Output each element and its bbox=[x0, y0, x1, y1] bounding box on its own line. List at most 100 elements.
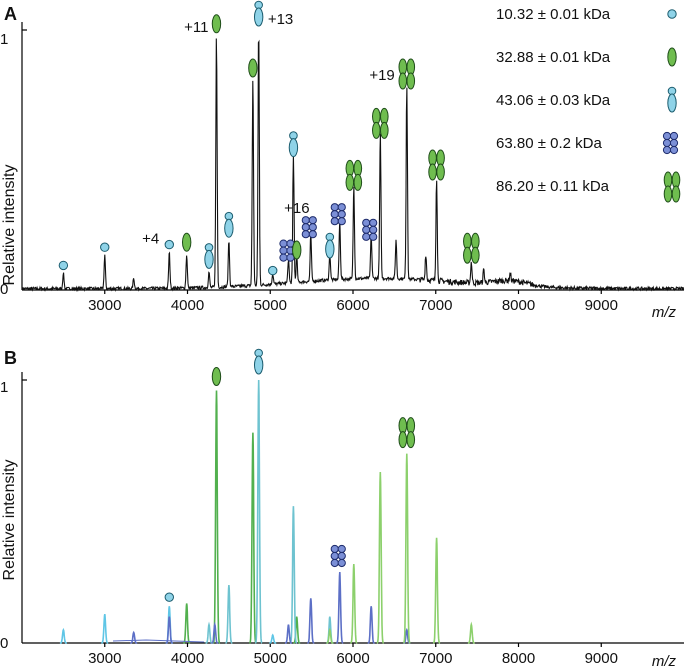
hexamer-64kDa-icon bbox=[301, 216, 317, 239]
tetramer-86kDa-icon bbox=[463, 232, 480, 264]
panel-b: B Relative intensity 0 1 m/z 3000 4000 500… bbox=[0, 348, 684, 670]
panel-a-x-axis-label: m/z bbox=[652, 304, 677, 321]
dimer-43kDa-icon bbox=[253, 348, 264, 375]
tetramer-86kDa-peak bbox=[467, 621, 475, 644]
x-tick-label: 3000 bbox=[88, 297, 121, 314]
hexamer-64kDa-peak bbox=[165, 616, 173, 644]
monomer-33kDa-peak bbox=[183, 603, 191, 644]
monomer-33kDa-icon bbox=[292, 240, 302, 260]
x-tick-label: 6000 bbox=[336, 650, 369, 667]
x-tick-label: 4000 bbox=[171, 297, 204, 314]
x-tick-label: 3000 bbox=[88, 650, 121, 667]
legend-entry-label: 10.32 ± 0.01 kDa bbox=[496, 6, 611, 23]
tetramer-86kDa-peak bbox=[326, 627, 334, 644]
monomer-10kDa-peak bbox=[269, 633, 277, 644]
panel-a-peak-glyphs bbox=[58, 0, 480, 276]
dimer-43kDa-peak bbox=[289, 506, 298, 644]
legend: 10.32 ± 0.01 kDa 32.88 ± 0.01 kDa 43.06 ± … bbox=[496, 6, 681, 203]
monomer-33kDa-icon bbox=[211, 367, 222, 387]
x-tick-label: 7000 bbox=[419, 650, 452, 667]
hexamer-64kDa-peak bbox=[130, 630, 138, 644]
monomer-10kDa-icon bbox=[164, 592, 174, 602]
tetramer-86kDa-icon bbox=[428, 149, 445, 181]
monomer-33kDa-peak bbox=[293, 616, 301, 644]
x-tick-label: 7000 bbox=[419, 297, 452, 314]
hexamer-64kDa-peak bbox=[367, 606, 375, 644]
dimer-43kDa-icon bbox=[204, 243, 214, 269]
hexamer-64kDa-peak bbox=[211, 621, 219, 644]
panel-b-simulated-spectra bbox=[59, 379, 475, 644]
monomer-10kDa-icon bbox=[58, 260, 69, 271]
hexamer-64kDa-icon bbox=[362, 218, 378, 241]
hexamer-64kDa-icon bbox=[330, 203, 346, 226]
tetramer-86kDa-icon bbox=[345, 159, 363, 191]
panel-b-letter: B bbox=[4, 348, 17, 368]
charge-state-label: +19 bbox=[369, 67, 394, 84]
monomer-33kDa-icon bbox=[248, 58, 258, 78]
x-tick-label: 5000 bbox=[254, 650, 287, 667]
panel-b-y-axis-label: Relative intensity bbox=[1, 460, 18, 581]
dimer-43kDa-icon bbox=[325, 232, 335, 259]
hexamer-64kDa-peak bbox=[307, 598, 315, 644]
x-tick-label: 6000 bbox=[336, 297, 369, 314]
tetramer-86kDa-icon bbox=[398, 58, 416, 90]
hexamer-64kDa-peak bbox=[285, 624, 292, 644]
hexamer-64kDa-icon bbox=[662, 131, 679, 155]
legend-entry-label: 32.88 ± 0.01 kDa bbox=[496, 49, 611, 66]
panel-b-x-ticks: 3000 4000 5000 6000 7000 8000 9000 bbox=[88, 643, 618, 667]
x-tick-label: 8000 bbox=[502, 297, 535, 314]
experimental-spectrum-line bbox=[21, 38, 685, 293]
dimer-43kDa-peak bbox=[225, 585, 233, 644]
baseline-trace bbox=[113, 639, 205, 643]
dimer-43kDa-icon bbox=[253, 0, 264, 27]
dimer-43kDa-icon bbox=[667, 86, 677, 113]
panel-a-letter: A bbox=[4, 4, 17, 24]
monomer-33kDa-peak bbox=[212, 390, 221, 644]
x-tick-label: 9000 bbox=[585, 297, 618, 314]
hexamer-64kDa-peak bbox=[336, 571, 344, 644]
panel-a-ytick-1: 1 bbox=[0, 31, 8, 48]
panel-b-x-axis-label: m/z bbox=[652, 653, 677, 670]
panel-a-y-axis-label: Relative intensity bbox=[1, 165, 18, 286]
tetramer-86kDa-peak bbox=[432, 537, 441, 644]
x-tick-label: 5000 bbox=[254, 297, 287, 314]
hexamer-64kDa-icon bbox=[330, 544, 346, 568]
dimer-43kDa-icon bbox=[224, 211, 234, 238]
panel-a-ytick-0: 0 bbox=[0, 281, 8, 298]
dimer-43kDa-peak bbox=[254, 379, 263, 644]
x-tick-label: 9000 bbox=[585, 650, 618, 667]
monomer-10kDa-icon bbox=[667, 9, 677, 19]
panel-b-ytick-1: 1 bbox=[0, 379, 8, 396]
tetramer-86kDa-peak bbox=[376, 471, 385, 644]
x-tick-label: 8000 bbox=[502, 650, 535, 667]
monomer-33kDa-peak bbox=[249, 432, 257, 644]
monomer-10kDa-icon bbox=[100, 242, 110, 252]
monomer-10kDa-icon bbox=[268, 265, 278, 276]
panel-a: A Relative intensity 0 1 m/z 3000 4000 500… bbox=[0, 0, 685, 321]
monomer-10kDa-icon bbox=[164, 239, 174, 250]
panel-b-ytick-0: 0 bbox=[0, 635, 8, 652]
legend-entry-label: 86.20 ± 0.11 kDa bbox=[496, 178, 610, 195]
tetramer-86kDa-icon bbox=[398, 417, 416, 449]
hexamer-64kDa-icon bbox=[279, 239, 295, 262]
monomer-33kDa-icon bbox=[181, 232, 192, 252]
tetramer-86kDa-peak bbox=[350, 564, 358, 644]
tetramer-86kDa-peak bbox=[403, 453, 411, 644]
panel-a-charge-labels: +4 +11 +13 +16 +19 bbox=[142, 11, 395, 248]
monomer-10kDa-peak bbox=[101, 613, 109, 644]
panel-a-x-ticks: 3000 4000 5000 6000 7000 8000 9000 bbox=[88, 290, 618, 314]
x-tick-label: 4000 bbox=[171, 650, 204, 667]
monomer-10kDa-peak bbox=[59, 627, 67, 644]
charge-state-label: +13 bbox=[268, 11, 293, 28]
charge-state-label: +11 bbox=[184, 19, 208, 36]
charge-state-label: +4 bbox=[142, 231, 159, 248]
legend-entry-label: 63.80 ± 0.2 kDa bbox=[496, 135, 602, 152]
dimer-43kDa-icon bbox=[288, 131, 299, 158]
dimer-43kDa-peak bbox=[205, 621, 213, 644]
charge-state-label: +16 bbox=[284, 200, 309, 217]
monomer-33kDa-icon bbox=[211, 14, 222, 34]
monomer-33kDa-icon bbox=[667, 47, 677, 67]
panel-a-spectrum bbox=[21, 38, 685, 293]
panel-b-peak-glyphs bbox=[164, 348, 416, 602]
